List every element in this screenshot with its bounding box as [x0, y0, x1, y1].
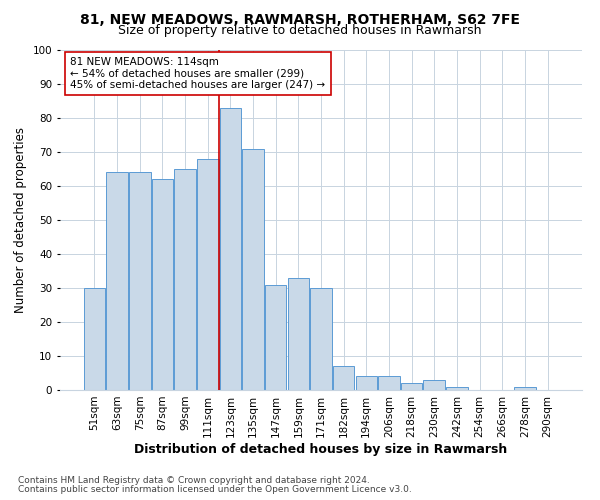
Bar: [220, 108, 241, 390]
Text: 81, NEW MEADOWS, RAWMARSH, ROTHERHAM, S62 7FE: 81, NEW MEADOWS, RAWMARSH, ROTHERHAM, S6…: [80, 12, 520, 26]
Text: 81 NEW MEADOWS: 114sqm
← 54% of detached houses are smaller (299)
45% of semi-de: 81 NEW MEADOWS: 114sqm ← 54% of detached…: [70, 57, 326, 90]
Y-axis label: Number of detached properties: Number of detached properties: [14, 127, 27, 313]
Text: Contains HM Land Registry data © Crown copyright and database right 2024.: Contains HM Land Registry data © Crown c…: [18, 476, 370, 485]
Bar: [514, 386, 536, 390]
Text: Distribution of detached houses by size in Rawmarsh: Distribution of detached houses by size …: [134, 442, 508, 456]
Bar: [446, 386, 467, 390]
Bar: [287, 278, 309, 390]
Bar: [401, 383, 422, 390]
Bar: [310, 288, 332, 390]
Bar: [265, 284, 286, 390]
Bar: [106, 172, 128, 390]
Text: Size of property relative to detached houses in Rawmarsh: Size of property relative to detached ho…: [118, 24, 482, 37]
Bar: [242, 148, 264, 390]
Text: Contains public sector information licensed under the Open Government Licence v3: Contains public sector information licen…: [18, 485, 412, 494]
Bar: [378, 376, 400, 390]
Bar: [197, 159, 218, 390]
Bar: [152, 179, 173, 390]
Bar: [175, 169, 196, 390]
Bar: [356, 376, 377, 390]
Bar: [84, 288, 105, 390]
Bar: [424, 380, 445, 390]
Bar: [333, 366, 355, 390]
Bar: [129, 172, 151, 390]
